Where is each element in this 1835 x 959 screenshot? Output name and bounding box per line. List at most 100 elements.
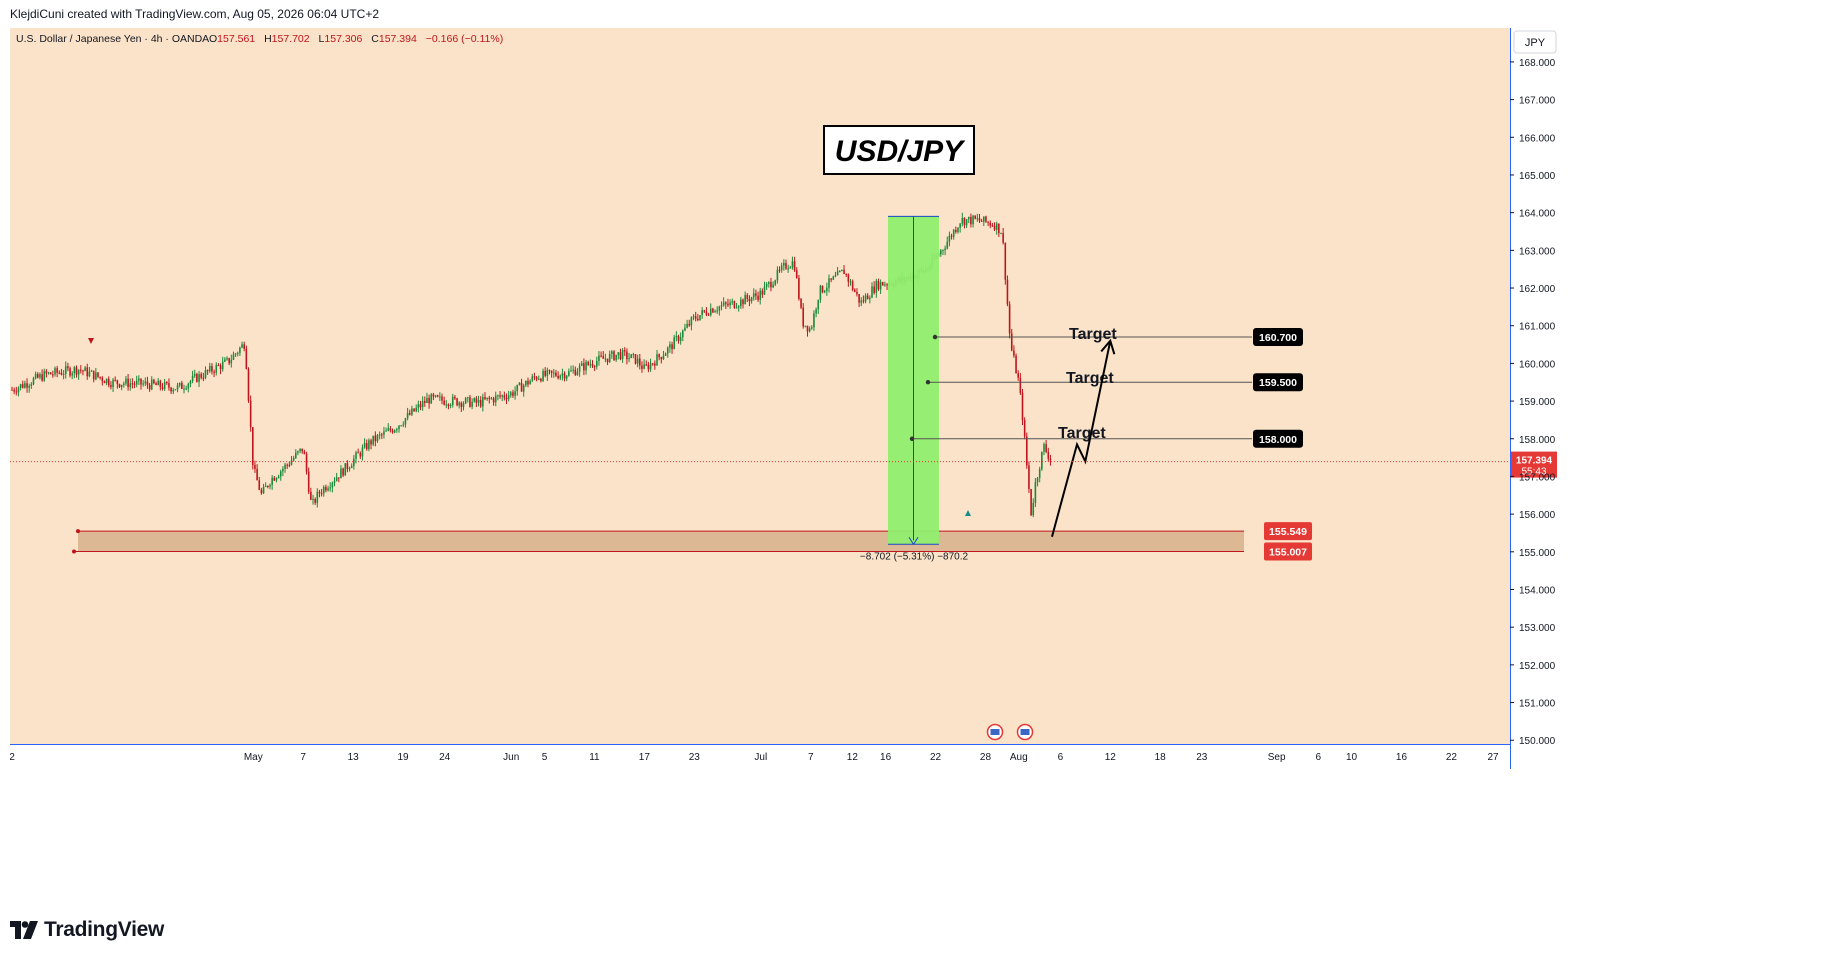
- candle-body: [189, 381, 192, 384]
- candle-body: [836, 271, 839, 276]
- candle-body: [1004, 242, 1007, 280]
- candle-body: [402, 424, 405, 426]
- candle-body: [944, 248, 946, 251]
- candle-body: [826, 287, 828, 291]
- candle-body: [110, 385, 112, 388]
- currency-label-box[interactable]: JPY: [1513, 30, 1557, 54]
- candle-body: [310, 491, 312, 500]
- candle-body: [329, 487, 331, 489]
- candle-body: [56, 368, 58, 373]
- candle-body: [811, 327, 813, 329]
- candle-body: [77, 369, 80, 375]
- candle-body: [365, 443, 368, 450]
- candle-body: [864, 295, 867, 302]
- candle-body: [230, 359, 233, 364]
- us-flag-icon: [990, 729, 1000, 735]
- candle-body: [516, 384, 519, 392]
- candle-body: [292, 457, 295, 461]
- price-axis[interactable]: 150.000 151.000 152.000 153.000 154.000 155.0…: [1510, 58, 1556, 747]
- candle-body: [621, 350, 624, 360]
- candle-body: [95, 372, 97, 380]
- candle-body: [279, 471, 282, 477]
- candle-body: [677, 336, 680, 341]
- candle-body: [269, 484, 271, 487]
- time-axis[interactable]: 2 May 7 13 19 24 Jun 5 11 17 23 Jul 7 12 16 22 28 Aug 6 12 1…: [10, 752, 1499, 763]
- candle-body: [802, 307, 804, 327]
- candle-body: [185, 388, 187, 390]
- candle-body: [742, 299, 744, 305]
- candle-body: [312, 499, 314, 501]
- candle-body: [662, 355, 665, 360]
- candle-body: [451, 396, 454, 405]
- candle-body: [634, 354, 637, 364]
- time-axis-label: 19: [397, 752, 409, 763]
- candle-body: [755, 293, 757, 296]
- candle-body: [535, 377, 538, 380]
- legend-symbol: U.S. Dollar / Japanese Yen · 4h · OANDA: [16, 33, 209, 45]
- candle-body: [1017, 373, 1019, 378]
- candle-body: [318, 491, 321, 494]
- candle-body: [49, 372, 52, 375]
- candle-body: [531, 376, 534, 381]
- candle-body: [419, 404, 422, 408]
- candle-body: [161, 387, 164, 389]
- candle-body: [464, 398, 467, 404]
- candle-body: [800, 298, 802, 308]
- candle-body: [456, 398, 458, 406]
- candle-body: [697, 318, 699, 320]
- candle-body: [90, 370, 93, 372]
- price-chart[interactable]: −8.702 (−5.31%) −870.2 160.700 Target 159.5…: [10, 28, 1825, 898]
- price-axis-label: 152.000: [1519, 661, 1556, 672]
- candle-body: [264, 485, 267, 488]
- candle-body: [376, 435, 379, 442]
- candle-body: [608, 354, 611, 363]
- chart-frame[interactable]: −8.702 (−5.31%) −870.2 160.700 Target 159.5…: [10, 28, 1825, 898]
- time-axis-label: 17: [639, 752, 651, 763]
- candle-body: [512, 392, 514, 396]
- candle-body: [970, 216, 972, 225]
- measure-arrow-head: [908, 537, 919, 546]
- candle-body: [735, 307, 738, 309]
- candle-body: [658, 354, 660, 358]
- current-price-value: 157.394: [1516, 456, 1553, 467]
- candle-body: [1032, 502, 1035, 516]
- candle-body: [834, 275, 837, 277]
- candle-body: [841, 269, 843, 272]
- candle-body: [301, 448, 304, 452]
- price-axis-label: 156.000: [1519, 510, 1556, 521]
- legend-change: −0.166 (−0.11%): [426, 33, 503, 45]
- candle-body: [43, 371, 46, 381]
- candle-body: [718, 306, 721, 311]
- time-axis-label: 5: [542, 752, 548, 763]
- candle-body: [449, 404, 452, 406]
- candle-body: [21, 384, 24, 388]
- zone-price-label: 155.007: [1269, 547, 1307, 559]
- candle-body: [60, 372, 63, 375]
- candle-body: [1036, 477, 1039, 483]
- candle-body: [716, 310, 718, 312]
- candle-body: [30, 384, 33, 386]
- candle-body: [209, 366, 211, 372]
- candle-body: [763, 286, 766, 295]
- candle-body: [701, 310, 703, 316]
- candle-body: [47, 372, 50, 374]
- price-axis-label: 150.000: [1519, 736, 1556, 747]
- target-text: Target: [1066, 370, 1114, 387]
- candle-body: [434, 395, 437, 397]
- candle-body: [140, 378, 142, 385]
- candle-body: [316, 491, 319, 503]
- candle-body: [789, 267, 792, 269]
- price-axis-label: 163.000: [1519, 246, 1556, 257]
- candle-body: [432, 394, 435, 397]
- candle-body: [92, 370, 95, 380]
- candle-body: [630, 354, 632, 359]
- attribution-text: KlejdiCuni created with TradingView.com,…: [10, 7, 379, 21]
- candle-body: [574, 369, 577, 376]
- candle-body: [604, 358, 607, 360]
- candle-body: [651, 363, 654, 365]
- candle-body: [62, 374, 65, 376]
- candle-body: [155, 383, 157, 386]
- candle-body: [176, 385, 179, 390]
- candle-body: [24, 383, 26, 388]
- candle-body: [363, 443, 366, 448]
